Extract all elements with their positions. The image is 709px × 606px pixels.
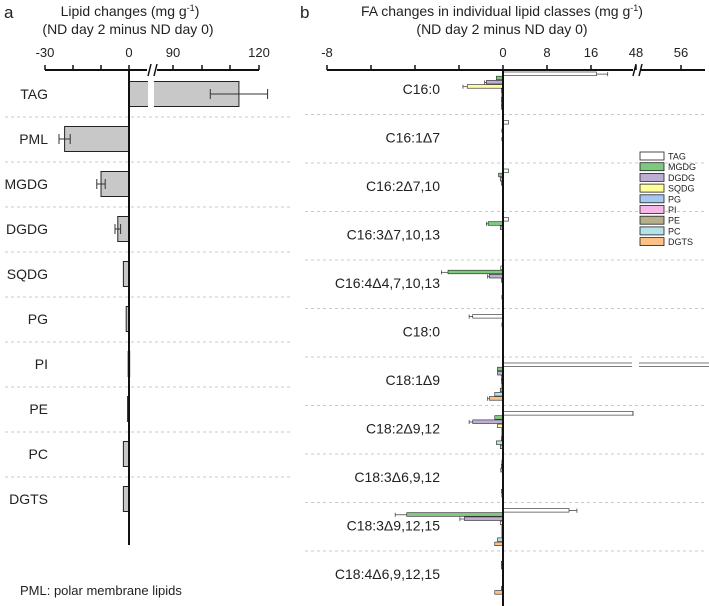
panel-a-gridlines (5, 116, 292, 478)
a-tick-label: 0 (125, 45, 132, 60)
category-label: PI (35, 356, 48, 372)
category-label: C16:4Δ4,7,10,13 (335, 275, 440, 291)
axis-break-mark (638, 63, 643, 77)
category-label: PG (28, 311, 48, 327)
panel-label-a: a (4, 3, 14, 22)
bar-PML (64, 126, 130, 152)
category-label: TAG (20, 86, 48, 102)
legend-label-SQDG: SQDG (668, 184, 695, 194)
legend-swatch-DGTS (639, 237, 665, 247)
bar-MGDG-3 (487, 221, 504, 226)
category-label: C18:2Δ9,12 (366, 421, 440, 437)
bar-TAG-6 (502, 362, 709, 367)
category-label: PC (29, 446, 48, 462)
b-tick-label: -8 (321, 45, 333, 60)
category-label: C18:4Δ6,9,12,15 (335, 566, 440, 582)
legend-swatch-MGDG (639, 162, 665, 172)
bar-DGDG-7 (472, 419, 504, 424)
legend-swatch-TAG (639, 151, 665, 161)
bar-DGDG-9 (464, 516, 504, 521)
bar-MGDG-9 (406, 512, 504, 517)
bar-DGDG-0 (486, 80, 504, 85)
bar-TAG-9 (502, 508, 570, 513)
axis-break-gap (632, 355, 639, 375)
legend-label-PI: PI (668, 205, 677, 215)
category-label: C16:2Δ7,10 (366, 178, 440, 194)
category-label: C16:0 (403, 81, 441, 97)
category-label: DGDG (6, 221, 48, 237)
legend-label-DGDG: DGDG (668, 173, 695, 183)
bar-DGTS-6 (488, 396, 504, 401)
axis-break-mark (147, 63, 152, 77)
bar-PC-6 (494, 392, 504, 397)
axis-break-mark (153, 63, 158, 77)
category-label: C16:3Δ7,10,13 (347, 227, 441, 243)
legend-swatch-PI (639, 205, 665, 214)
category-label: SQDG (7, 266, 48, 282)
b-tick-label: 56 (674, 45, 688, 60)
panel-b-subtitle: (ND day 2 minus ND day 0) (416, 21, 587, 37)
legend-swatch-PE (639, 215, 665, 225)
bar-TAG-7 (502, 411, 634, 416)
bar-SQDG-0 (466, 84, 504, 89)
panel-label-b: b (300, 3, 309, 22)
category-label: C18:1Δ9 (386, 372, 441, 388)
category-label: C18:3Δ9,12,15 (347, 518, 441, 534)
legend-label-TAG: TAG (668, 152, 686, 162)
bar-MGDG-4 (447, 269, 504, 275)
a-tick-label: -30 (36, 45, 55, 60)
bar-DGTS-9 (494, 541, 504, 546)
bar-TAG-0 (502, 71, 597, 76)
category-label: MGDG (4, 176, 48, 192)
legend-swatch-PC (639, 226, 665, 236)
legend-label-PC: PC (668, 226, 681, 236)
legend-swatch-SQDG (639, 183, 665, 193)
category-label: PML (19, 131, 48, 147)
legend-swatch-PG (639, 194, 665, 204)
panel-b-gridlines (305, 114, 705, 552)
panel-b-category-labels: C16:0 C16:1Δ7 C16:2Δ7,10 C16:3Δ7,10,13 C16:4… (335, 81, 440, 582)
category-label: DGTS (9, 491, 48, 507)
category-label: C18:0 (403, 324, 441, 340)
bar-DGDG-4 (488, 274, 504, 279)
bar-MGDG-7 (494, 415, 504, 420)
b-tick-label: 48 (629, 45, 643, 60)
panel-a-category-labels: TAG PML MGDG DGDG SQDG PG PI PE PC DGTS (4, 86, 48, 507)
legend-label-PE: PE (668, 216, 680, 226)
panel-b-title: FA changes in individual lipid classes (… (361, 3, 643, 19)
legend-label-PG: PG (668, 194, 681, 204)
axis-break-gap (148, 80, 154, 110)
a-tick-label: 90 (166, 45, 180, 60)
a-tick-label: 120 (248, 45, 270, 60)
bar-TAG-5 (472, 314, 504, 319)
panel-a-bars (58, 80, 269, 512)
b-tick-label: 0 (499, 45, 506, 60)
panel-b-axes (326, 63, 705, 606)
b-tick-label: 16 (584, 45, 598, 60)
legend-label-DGTS: DGTS (668, 237, 693, 247)
panel-a-title: Lipid changes (mg g-1) (61, 3, 200, 19)
footnote: PML: polar membrane lipids (20, 583, 182, 598)
category-label: PE (29, 401, 48, 417)
bar-DGTS-10 (494, 590, 504, 595)
category-label: C16:1Δ7 (386, 130, 441, 146)
legend-swatch-DGDG (639, 172, 665, 182)
category-label: C18:3Δ6,9,12 (354, 469, 440, 485)
panel-a-axes (44, 63, 260, 545)
b-tick-label: 8 (543, 45, 550, 60)
panel-a-subtitle: (ND day 2 minus ND day 0) (42, 21, 213, 37)
legend-label-MGDG: MGDG (668, 162, 696, 172)
panel-b-bars (394, 71, 709, 595)
